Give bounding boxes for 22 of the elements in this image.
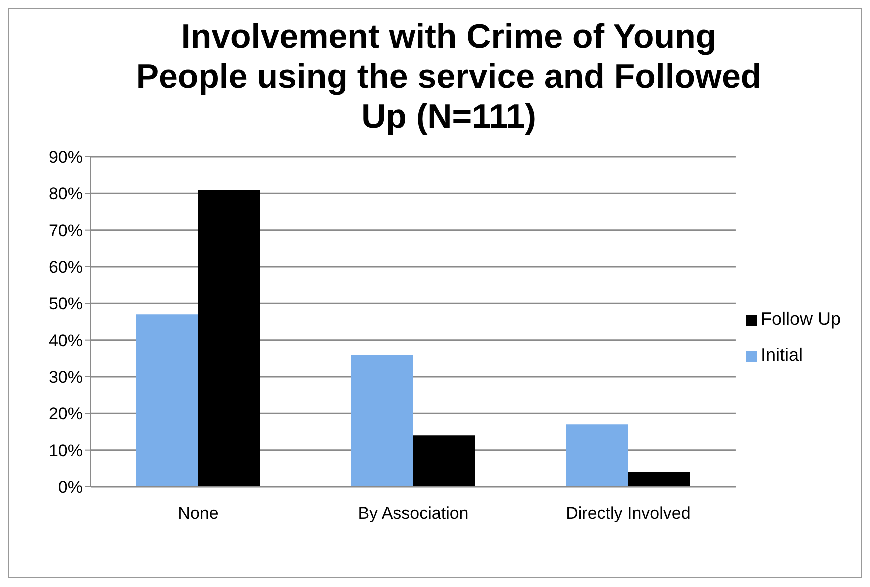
y-tick-label: 90%: [48, 148, 83, 168]
bar: [413, 436, 476, 487]
bar: [136, 314, 198, 487]
y-tick-label: 20%: [48, 404, 83, 424]
chart-title: Involvement with Crime of Young People using the service and Followed Up (N=111): [135, 17, 763, 137]
y-tick-label: 30%: [48, 368, 83, 388]
y-tick-label: 60%: [48, 258, 83, 278]
legend-label: Follow Up: [760, 309, 841, 329]
legend-label: Initial: [760, 345, 803, 365]
x-tick-label: None: [178, 504, 219, 524]
y-tick-label: 0%: [58, 478, 83, 498]
x-tick-label: Directly Involved: [566, 504, 691, 524]
y-tick-label: 70%: [48, 221, 83, 240]
x-tick-label: By Association: [358, 504, 469, 524]
bar: [351, 355, 414, 487]
y-tick-label: 10%: [48, 441, 83, 460]
bar: [628, 472, 690, 487]
y-tick-label: 50%: [48, 294, 83, 314]
bar: [566, 424, 628, 487]
bar: [198, 190, 260, 487]
y-tick-label: 80%: [48, 184, 83, 204]
y-tick-label: 40%: [48, 331, 83, 350]
